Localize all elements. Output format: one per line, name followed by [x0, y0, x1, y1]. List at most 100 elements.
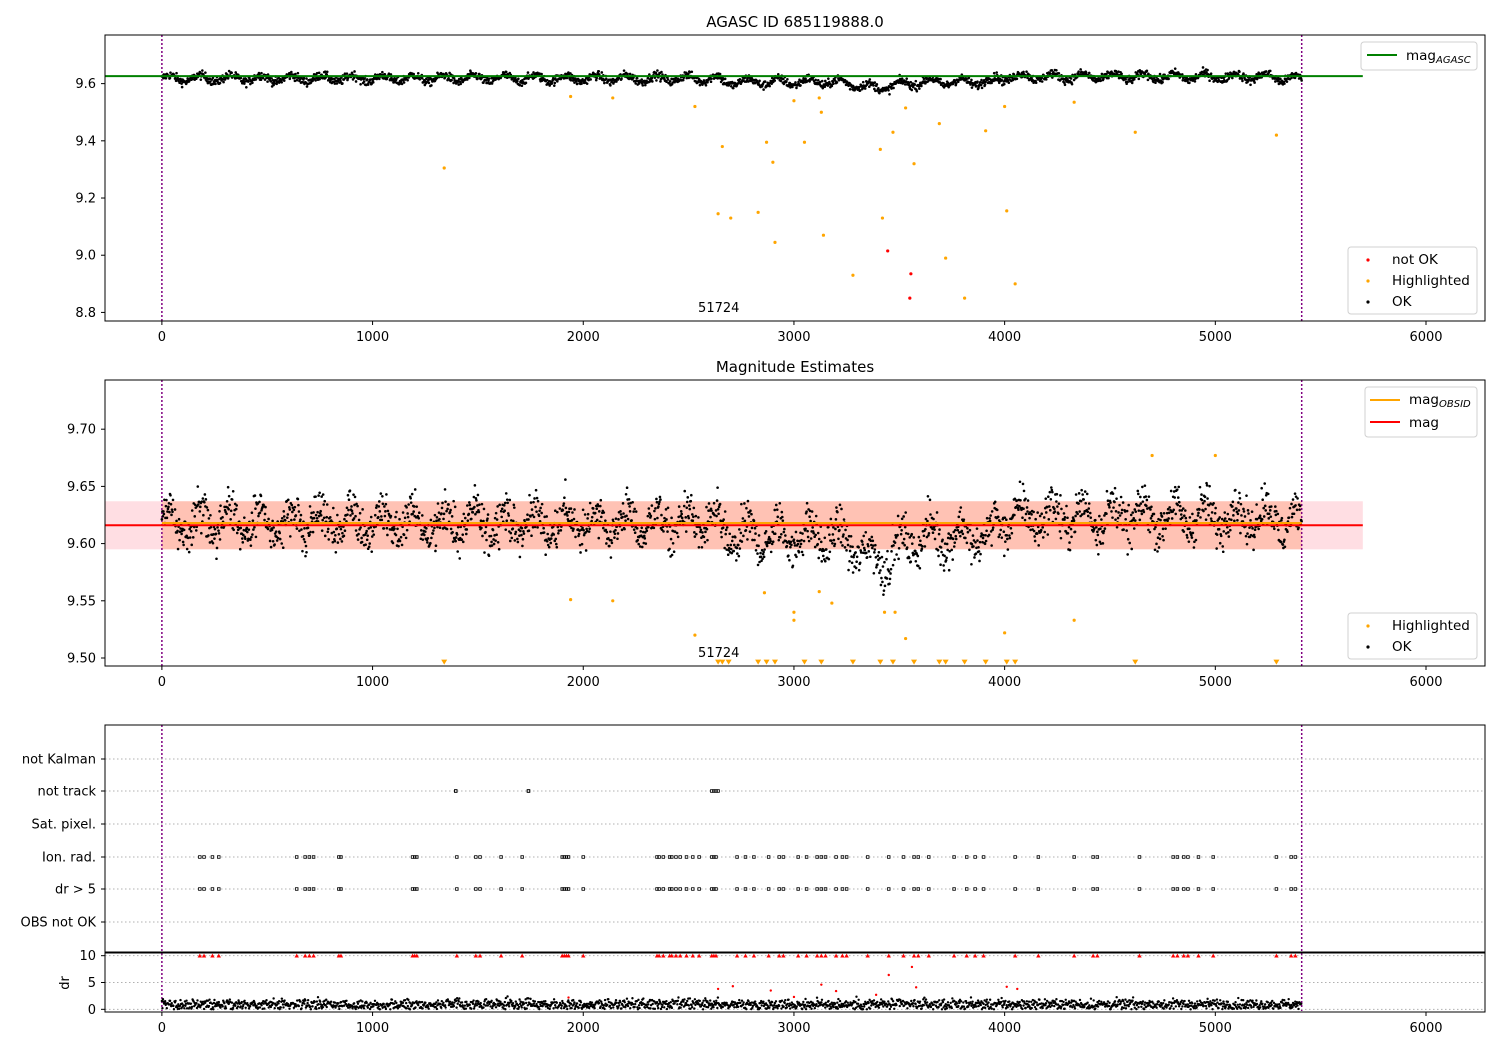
ok-point [266, 527, 270, 531]
ok-point [973, 82, 977, 86]
ok-point [211, 541, 215, 545]
ok-point [739, 531, 743, 535]
ok-point [562, 502, 566, 505]
ok-point [477, 510, 481, 514]
ok-point [1194, 72, 1198, 76]
ok-point [933, 528, 936, 531]
ok-point [789, 86, 792, 89]
ok-point [348, 489, 352, 492]
ok-point [443, 488, 447, 491]
highlighted-point [771, 160, 775, 164]
ok-point [847, 84, 850, 88]
ok-point [190, 509, 194, 512]
ok-point [805, 510, 808, 513]
ok-point [339, 78, 342, 82]
ok-point [461, 533, 465, 536]
ok-point [796, 542, 800, 546]
highlighted-point [569, 598, 573, 602]
ok-point [888, 582, 891, 586]
ok-point [752, 519, 756, 523]
ok-point [270, 77, 273, 80]
ok-point [1074, 493, 1078, 496]
ok-point [1047, 505, 1051, 508]
ok-point [360, 540, 364, 544]
ok-point [818, 80, 822, 84]
ok-point [258, 500, 261, 504]
ok-point [668, 547, 671, 551]
ok-point [621, 502, 625, 505]
dr-point [223, 1001, 226, 1005]
ok-point [537, 514, 541, 518]
ok-point [852, 555, 855, 559]
ok-point [526, 513, 529, 516]
dr-gt-5-flag [455, 887, 459, 891]
dr-point [240, 1000, 244, 1004]
highlighted-point [1133, 130, 1137, 134]
ok-point [1152, 80, 1155, 84]
dr-point [168, 999, 172, 1003]
ok-point [216, 78, 219, 82]
ok-point [705, 505, 708, 509]
x-tick-label: 4000 [988, 675, 1021, 690]
ok-point [429, 541, 432, 545]
ok-point [308, 505, 312, 508]
ok-point [295, 78, 299, 82]
dr-point [179, 998, 182, 1002]
dr-point [170, 1001, 173, 1005]
ok-point [252, 528, 255, 531]
ok-point [679, 510, 683, 513]
ok-point [1222, 530, 1226, 533]
ok-point [204, 71, 207, 74]
ok-point [718, 72, 722, 76]
highlighted-point [762, 591, 767, 595]
ok-point [992, 71, 996, 75]
ok-point [1004, 540, 1007, 543]
ok-point [931, 531, 935, 535]
ok-point [623, 527, 626, 531]
ok-point [400, 82, 404, 86]
ok-point [733, 535, 737, 539]
dr-point [165, 1007, 169, 1010]
ok-point [1169, 489, 1173, 493]
ok-point [416, 72, 420, 75]
ok-point [575, 82, 579, 86]
ok-point [300, 528, 303, 531]
ok-point [741, 517, 745, 520]
ok-point [434, 544, 438, 548]
ok-point [1205, 481, 1208, 485]
legend2-ok: OK [1392, 639, 1413, 655]
ok-point [1226, 512, 1230, 516]
ok-point [311, 530, 315, 534]
ok-point [950, 548, 954, 552]
ok-point [1041, 526, 1045, 529]
ok-point [984, 539, 988, 543]
ok-point [750, 526, 754, 530]
dr-point [190, 1005, 194, 1009]
ion-rad-flag [691, 855, 695, 859]
ok-point [417, 516, 421, 520]
ok-point [1269, 515, 1273, 518]
ok-point [683, 489, 687, 493]
dr-point [161, 1006, 164, 1010]
ok-point [854, 551, 857, 554]
ok-point [749, 509, 752, 513]
ok-point [473, 505, 476, 509]
ok-point [555, 545, 559, 549]
ok-point [1198, 485, 1202, 489]
ok-point [762, 550, 765, 554]
ok-point [968, 548, 971, 552]
ok-point [756, 552, 759, 555]
ok-point [234, 507, 238, 511]
ok-point [518, 83, 522, 87]
ok-point [634, 510, 638, 513]
ok-point [783, 527, 786, 531]
ok-point [243, 516, 246, 519]
ok-point [692, 515, 695, 519]
ok-point [658, 495, 662, 499]
ok-point [523, 77, 526, 81]
ok-point [777, 538, 781, 542]
ok-point [1213, 512, 1217, 515]
ok-point [468, 501, 471, 504]
ok-point [503, 501, 507, 505]
highlighted-point [984, 129, 988, 133]
